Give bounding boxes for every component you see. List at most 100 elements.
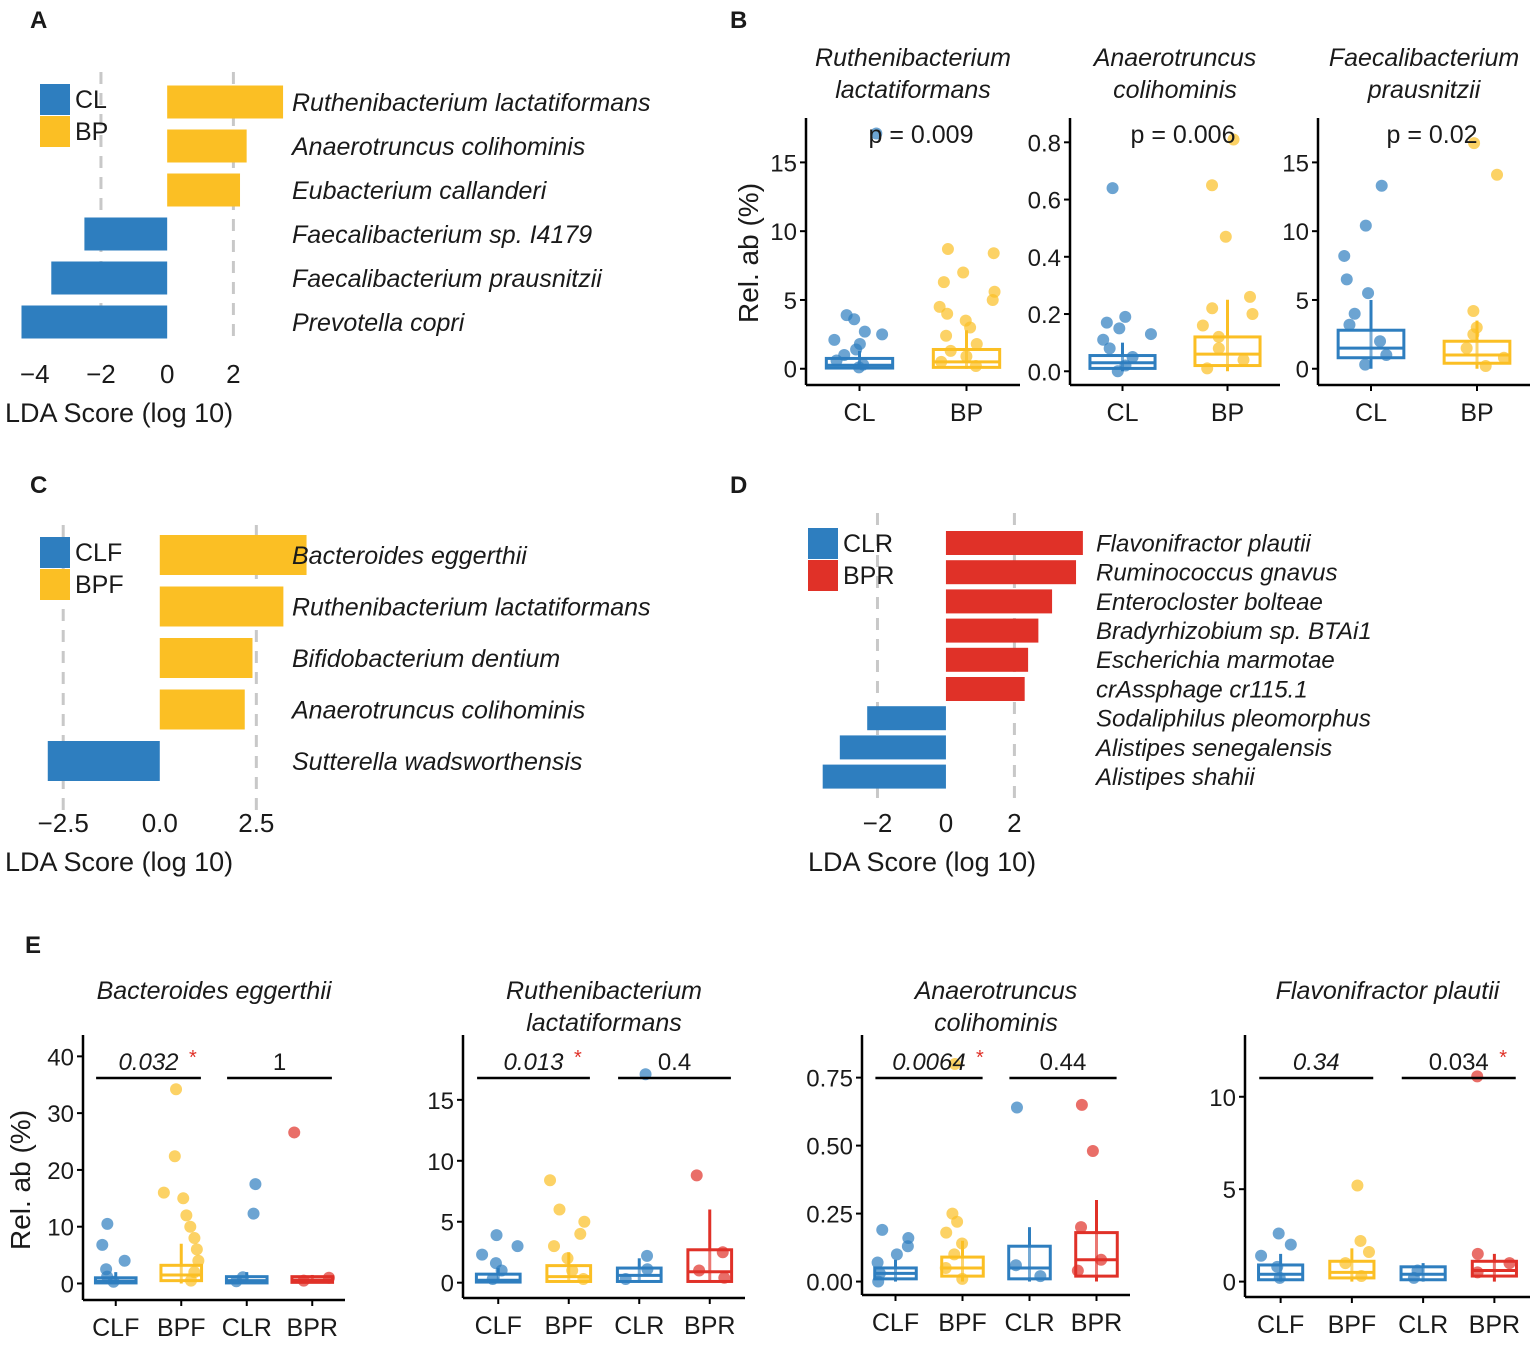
taxon-label: Faecalibacterium sp. I4179 — [292, 221, 592, 249]
data-point — [1100, 316, 1113, 329]
taxon-label: Enterocloster bolteae — [1096, 589, 1323, 616]
plot-title: Faecalibacterium — [1329, 44, 1519, 72]
data-point — [118, 1254, 131, 1267]
significance-label: 0.034 — [1429, 1049, 1489, 1076]
data-point — [511, 1240, 524, 1253]
legend-swatch — [40, 537, 70, 568]
data-point — [935, 355, 948, 368]
legend-label: BPF — [75, 571, 124, 599]
taxon-label: Eubacterium callanderi — [292, 177, 548, 205]
lda-bar — [51, 261, 168, 295]
legend-label: CL — [75, 86, 107, 114]
x-axis-title: LDA Score (log 10) — [808, 847, 1036, 877]
x-tick-label: CLR — [222, 1314, 272, 1342]
data-point — [486, 1273, 499, 1286]
data-point — [1097, 333, 1110, 346]
x-tick-label: BP — [1460, 399, 1493, 427]
y-tick-label: 40 — [47, 1044, 74, 1071]
data-point — [476, 1248, 489, 1261]
x-tick-label: BPF — [938, 1309, 987, 1337]
data-point — [490, 1229, 503, 1242]
y-axis-title: Rel. ab (%) — [733, 183, 764, 323]
data-point — [1246, 308, 1259, 321]
data-point — [939, 1261, 952, 1274]
data-point — [1196, 319, 1209, 332]
data-point — [184, 1220, 197, 1233]
data-point — [948, 1058, 961, 1071]
x-tick-label: 2.5 — [238, 808, 274, 838]
x-tick-label: −2.5 — [38, 808, 89, 838]
x-axis-title: LDA Score (log 10) — [5, 398, 233, 428]
data-point — [561, 1252, 574, 1265]
significance-label: 0.013 — [503, 1049, 564, 1076]
taxon-label: Bacteroides eggerthii — [292, 542, 528, 570]
x-tick-label: BPR — [1469, 1311, 1520, 1339]
y-tick-label: 5 — [784, 288, 797, 315]
data-point — [168, 1150, 181, 1163]
data-point — [1375, 179, 1388, 192]
p-value-label: p = 0.006 — [1131, 121, 1236, 149]
data-point — [578, 1215, 591, 1228]
data-point — [1340, 273, 1353, 286]
plot-title: Anaerotruncus — [1092, 44, 1257, 72]
x-tick-label: 0.0 — [142, 808, 178, 838]
y-tick-label: 0 — [1296, 357, 1309, 384]
data-point — [1359, 358, 1372, 371]
plot-title: prausnitzii — [1367, 76, 1482, 104]
data-point — [170, 1083, 183, 1096]
plot-title: lactatiformans — [835, 76, 991, 104]
x-axis-title: LDA Score (log 10) — [5, 847, 233, 877]
taxon-label: Sodaliphilus pleomorphus — [1096, 706, 1371, 733]
box-iqr — [1336, 328, 1406, 360]
x-tick-label: BPF — [1328, 1311, 1377, 1339]
data-point — [937, 276, 950, 289]
y-tick-label: 0 — [441, 1271, 454, 1298]
data-point — [1470, 321, 1483, 334]
lda-bar — [839, 735, 946, 760]
data-point — [1362, 287, 1375, 300]
data-point — [1075, 1221, 1088, 1234]
taxon-label: Bifidobacterium dentium — [292, 645, 560, 673]
boxplot-e-2: Anaerotruncus colihominis 0.00 0.25 0.50 0.75… — [806, 977, 1130, 1337]
data-point — [190, 1243, 203, 1256]
plot-title: Ruthenibacterium — [815, 44, 1011, 72]
y-tick-label: 10 — [770, 219, 797, 246]
data-point — [840, 309, 853, 322]
legend-swatch — [808, 528, 838, 559]
data-point — [1339, 1257, 1352, 1270]
box-iqr — [1442, 339, 1512, 365]
legend-label: CLF — [75, 539, 122, 567]
data-point — [956, 1272, 969, 1285]
data-point — [933, 300, 946, 313]
lda-bar — [945, 677, 1025, 701]
y-tick-label: 5 — [441, 1210, 454, 1237]
data-point — [247, 1207, 260, 1220]
data-point — [1351, 1179, 1364, 1192]
y-tick-label: 0 — [61, 1271, 74, 1298]
data-point — [959, 314, 972, 327]
data-point — [489, 1257, 502, 1270]
data-point — [970, 337, 983, 350]
taxon-label: Ruthenibacterium lactatiformans — [292, 593, 651, 621]
lda-bar — [159, 689, 245, 730]
y-tick-label: 0.75 — [806, 1066, 853, 1093]
data-point — [956, 1237, 969, 1250]
data-point — [1380, 348, 1393, 361]
boxplot-e-0: Bacteroides eggerthii 0 10 20 30 40 CLF BPF CLR B… — [47, 977, 345, 1342]
lda-bar — [159, 586, 284, 627]
data-point — [566, 1264, 579, 1277]
data-point — [1471, 1070, 1484, 1083]
data-point — [288, 1126, 301, 1139]
data-point — [890, 1248, 903, 1261]
data-point — [1355, 1270, 1368, 1283]
data-point — [876, 328, 889, 341]
x-tick-label: −4 — [20, 359, 50, 389]
data-point — [1075, 1098, 1088, 1111]
p-value-label: p = 0.02 — [1386, 121, 1477, 149]
x-tick-label: BPF — [157, 1314, 206, 1342]
data-point — [188, 1232, 201, 1245]
data-point — [1034, 1270, 1047, 1283]
y-tick-label: 0.25 — [806, 1202, 853, 1229]
data-point — [574, 1227, 587, 1240]
